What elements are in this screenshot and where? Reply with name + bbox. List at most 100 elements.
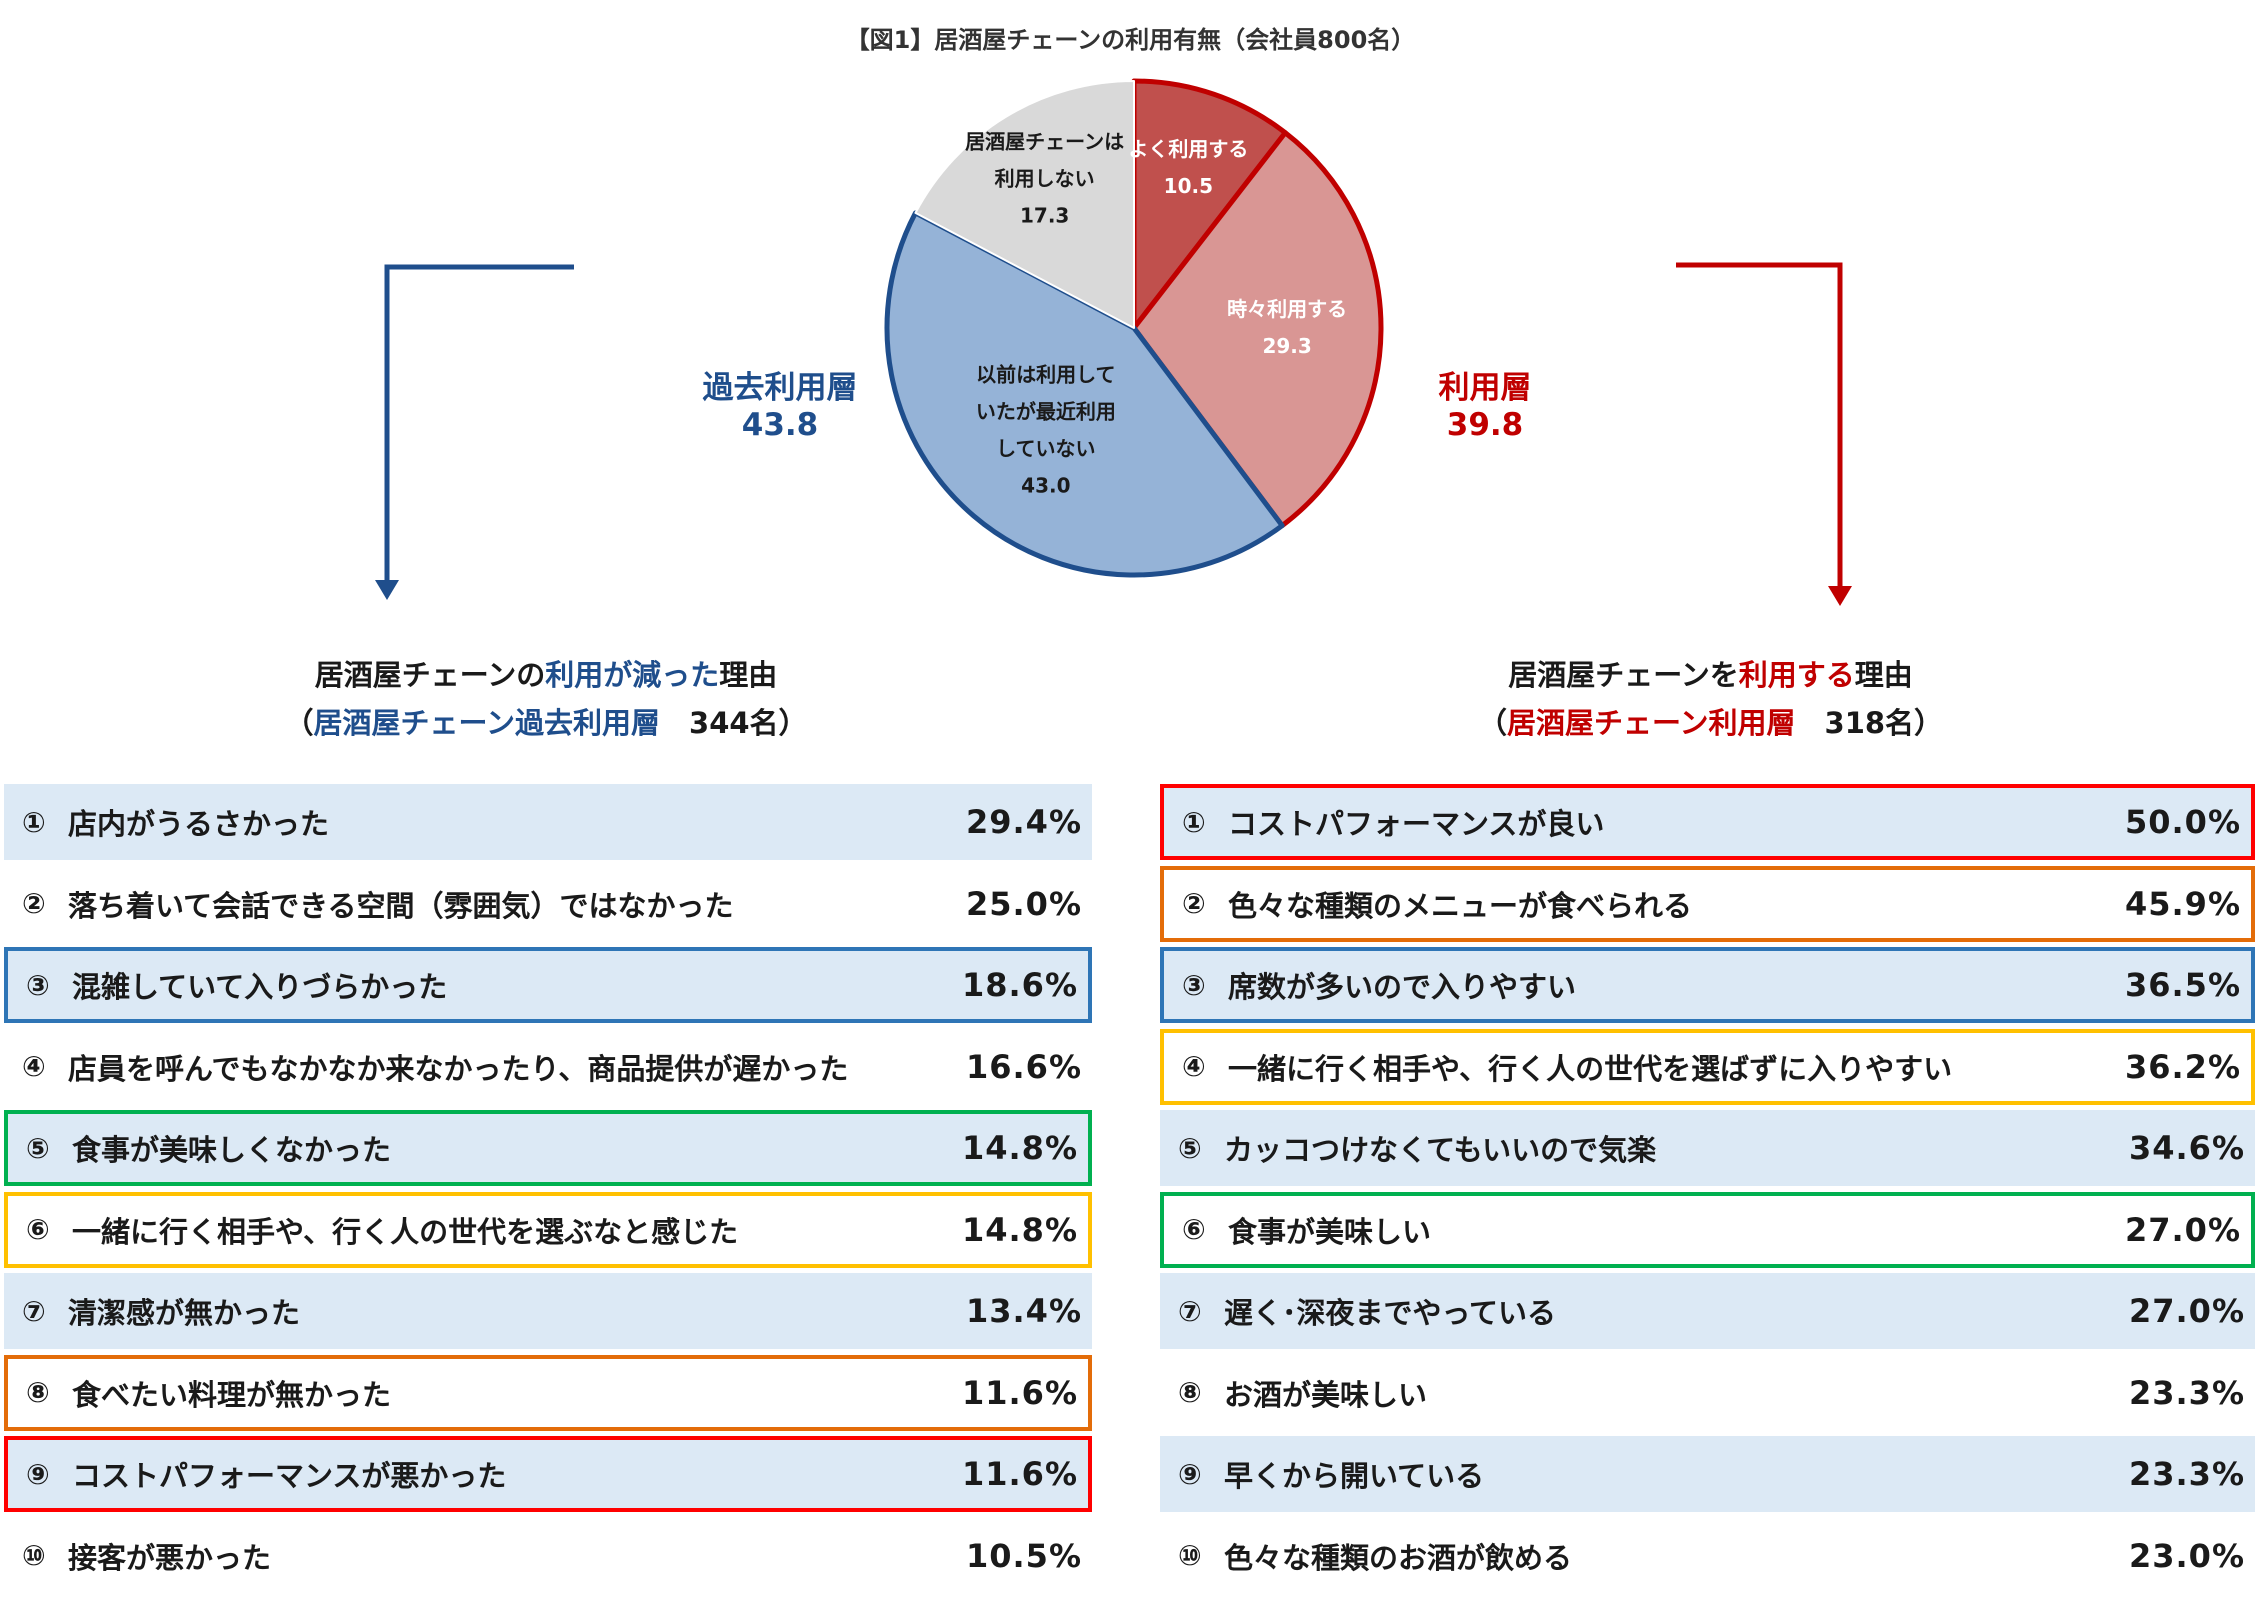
reason-percentage: 14.8% [961, 1210, 1078, 1249]
rank-number: ④ [1182, 1050, 1206, 1083]
heading-subtitle-part: （ [1477, 706, 1507, 740]
rank-number: ⑥ [1182, 1213, 1206, 1246]
table-row: ① 店内がうるさかった 29.4% [4, 784, 1092, 860]
users-reasons-heading: 居酒屋チェーンを利用する理由 （居酒屋チェーン利用層 318名） [1160, 651, 2261, 747]
reason-label: 食事が美味しくなかった [72, 1133, 392, 1167]
reason-label: 食事が美味しい [1228, 1214, 1432, 1249]
reason-percentage: 13.4% [965, 1292, 1082, 1330]
users-group-value: 39.8 [1446, 407, 1524, 443]
users-arrow [1676, 262, 1852, 606]
heading-title-part: 理由 [1854, 658, 1913, 692]
reason-label: 店員を呼んでもなかなか来なかったり、商品提供が遅かった [68, 1051, 849, 1086]
heading-title: 居酒屋チェーンを利用する理由 [1160, 651, 2261, 699]
reason-percentage: 36.5% [2124, 966, 2241, 1004]
pie-slice-label-lapsed: 以前は利用して [976, 362, 1115, 386]
reason-label: 席数が多いので入りやすい [1228, 970, 1577, 1004]
reason-percentage: 23.3% [2128, 1455, 2245, 1493]
rank-number: ⑨ [26, 1457, 50, 1491]
table-row: ⑦ 清潔感が無かった 13.4% [4, 1273, 1092, 1349]
past-users-reasons-heading: 居酒屋チェーンの利用が減った理由 （居酒屋チェーン過去利用層 344名） [0, 651, 1092, 747]
reason-label: 早くから開いている [1224, 1459, 1485, 1493]
table-row: ⑥ 一緒に行く相手や、行く人の世代を選ぶなと感じた 14.8% [4, 1191, 1092, 1268]
pie-slice-value-lapsed: 43.0 [1021, 473, 1070, 497]
figure-title: 【図1】居酒屋チェーンの利用有無（会社員800名） [845, 26, 1416, 54]
table-row: ⑥ 食事が美味しい 27.0% [1160, 1191, 2255, 1268]
pie-slice-label-never: 居酒屋チェーンは [965, 129, 1124, 153]
pie-slice-value-sometimes: 29.3 [1262, 334, 1311, 358]
rank-number: ③ [26, 968, 50, 1002]
heading-title-part: 居酒屋チェーンの [314, 658, 546, 692]
table-row: ⑧ 食べたい料理が無かった 11.6% [4, 1354, 1092, 1431]
rank-number: ⑤ [26, 1131, 50, 1165]
heading-title-part: 理由 [719, 658, 778, 692]
rank-number: ⑦ [1178, 1294, 1202, 1328]
reason-percentage: 29.4% [965, 803, 1082, 841]
table-row: ④ 一緒に行く相手や、行く人の世代を選ばずに入りやすい 36.2% [1160, 1028, 2255, 1105]
reason-label: 落ち着いて会話できる空間（雰囲気）ではなかった [68, 888, 734, 923]
reason-percentage: 36.2% [2124, 1047, 2241, 1086]
users-group-name: 利用層 [1438, 370, 1532, 406]
rank-number: ② [22, 887, 46, 920]
rank-number: ⑧ [1178, 1376, 1202, 1409]
past-users-group-name: 過去利用層 [702, 370, 858, 406]
heading-subtitle-part: 居酒屋チェーン過去利用層 [313, 706, 661, 740]
pie-slice-lapsed [884, 210, 1285, 578]
reason-label: 清潔感が無かった [68, 1296, 301, 1330]
table-row: ⑤ カッコつけなくてもいいので気楽 34.6% [1160, 1110, 2255, 1186]
pie-slice-sometimes [1131, 130, 1384, 529]
reason-label: 一緒に行く相手や、行く人の世代を選ばずに入りやすい [1228, 1051, 1953, 1086]
table-row: ⑤ 食事が美味しくなかった 14.8% [4, 1110, 1092, 1186]
heading-subtitle-part: （ [284, 706, 314, 740]
pie-slice-frequent [1131, 78, 1288, 331]
table-row: ⑧ お酒が美味しい 23.3% [1160, 1355, 2255, 1431]
pie-slice-value-never: 17.3 [1020, 203, 1069, 227]
reason-percentage: 27.0% [2124, 1210, 2241, 1249]
table-row: ② 落ち着いて会話できる空間（雰囲気）ではなかった 25.0% [4, 866, 1092, 942]
reason-label: カッコつけなくてもいいので気楽 [1224, 1133, 1657, 1167]
reason-percentage: 11.6% [961, 1373, 1078, 1412]
reason-label: コストパフォーマンスが悪かった [72, 1459, 507, 1493]
reason-label: 遅く･深夜までやっている [1224, 1296, 1557, 1330]
rank-number: ① [22, 805, 46, 839]
reason-percentage: 18.6% [961, 966, 1078, 1004]
table-row: ① コストパフォーマンスが良い 50.0% [1160, 784, 2255, 860]
pie-slice-label-lapsed: いたが最近利用 [976, 399, 1116, 423]
rank-number: ⑦ [22, 1294, 46, 1328]
heading-subtitle: （居酒屋チェーン利用層 318名） [1160, 699, 2261, 747]
heading-title-part: 居酒屋チェーンを [1508, 658, 1739, 692]
reason-label: 食べたい料理が無かった [72, 1377, 392, 1412]
table-row: ④ 店員を呼んでもなかなか来なかったり、商品提供が遅かった 16.6% [4, 1029, 1092, 1105]
pie-slice-label-never: 利用しない [995, 166, 1095, 190]
pie-slice-label-sometimes: 時々利用する [1227, 297, 1347, 321]
reason-percentage: 23.3% [2128, 1373, 2245, 1412]
heading-subtitle: （居酒屋チェーン過去利用層 344名） [0, 699, 1092, 747]
rank-number: ③ [1182, 968, 1206, 1002]
table-row: ③ 席数が多いので入りやすい 36.5% [1160, 947, 2255, 1023]
reason-percentage: 50.0% [2124, 803, 2241, 841]
reason-percentage: 10.5% [965, 1536, 1082, 1575]
reason-label: お酒が美味しい [1224, 1377, 1428, 1412]
past-users-group-value: 43.8 [741, 407, 819, 443]
table-row: ⑨ 早くから開いている 23.3% [1160, 1436, 2255, 1512]
heading-title: 居酒屋チェーンの利用が減った理由 [0, 651, 1092, 699]
heading-subtitle-part: 318名） [1795, 706, 1944, 740]
reason-percentage: 27.0% [2128, 1292, 2245, 1330]
reason-label: 店内がうるさかった [68, 807, 330, 841]
table-row: ⑦ 遅く･深夜までやっている 27.0% [1160, 1273, 2255, 1349]
reason-label: 接客が悪かった [68, 1540, 272, 1575]
heading-title-part: 利用が減った [545, 658, 720, 692]
rank-number: ⑨ [1178, 1457, 1202, 1491]
reason-percentage: 11.6% [961, 1455, 1078, 1493]
table-row: ⑩ 接客が悪かった 10.5% [4, 1518, 1092, 1594]
reason-label: 色々な種類のお酒が飲める [1224, 1540, 1573, 1575]
heading-title-part: 利用する [1738, 658, 1855, 692]
reason-percentage: 23.0% [2128, 1536, 2245, 1575]
past-users-arrow [375, 264, 574, 600]
rank-number: ① [1182, 805, 1206, 839]
pie-slice-value-frequent: 10.5 [1164, 174, 1213, 198]
past-users-group-label: 過去利用層 43.8 [680, 370, 880, 444]
users-group-label: 利用層 39.8 [1385, 370, 1585, 444]
pie-slice-label-lapsed: していない [996, 436, 1095, 460]
table-row: ⑨ コストパフォーマンスが悪かった 11.6% [4, 1436, 1092, 1512]
